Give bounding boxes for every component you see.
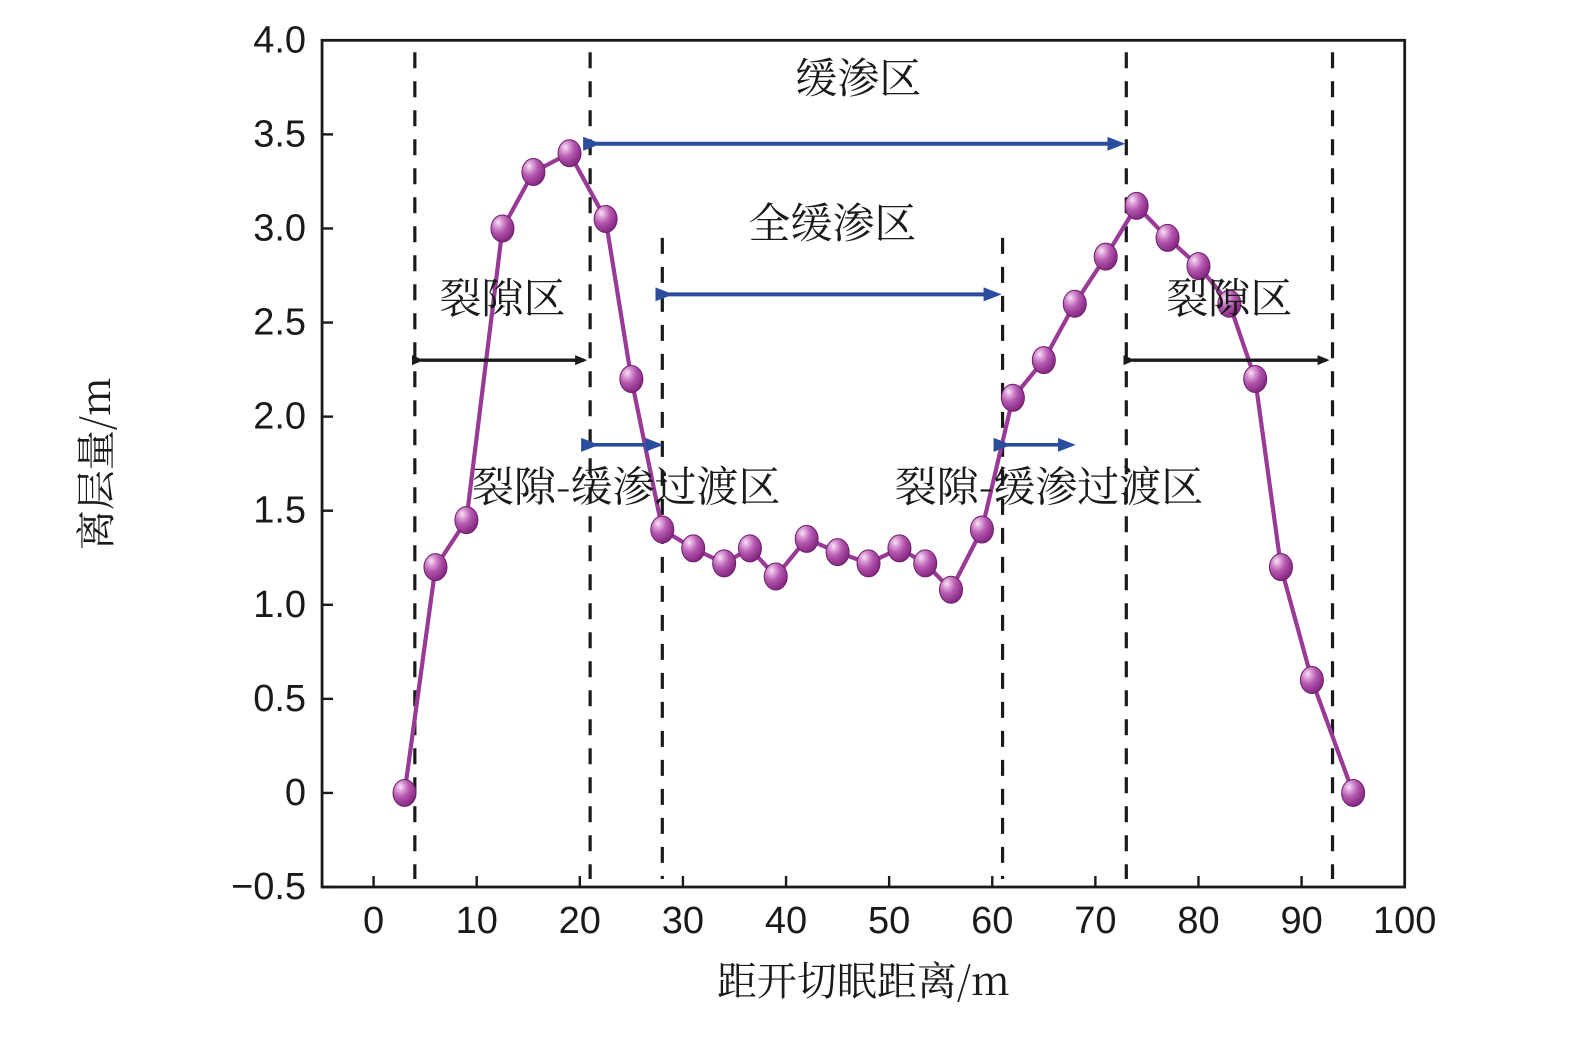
svg-text:3.0: 3.0 bbox=[253, 207, 306, 249]
svg-text:2.5: 2.5 bbox=[253, 302, 306, 344]
svg-text:70: 70 bbox=[1074, 900, 1116, 942]
svg-text:0: 0 bbox=[285, 772, 306, 814]
svg-text:4.0: 4.0 bbox=[253, 19, 306, 61]
svg-text:1.0: 1.0 bbox=[253, 584, 306, 626]
svg-text:90: 90 bbox=[1280, 900, 1322, 942]
svg-text:裂隙区: 裂隙区 bbox=[439, 266, 565, 326]
svg-text:0: 0 bbox=[363, 900, 384, 942]
svg-text:3.5: 3.5 bbox=[253, 113, 306, 155]
svg-text:60: 60 bbox=[971, 900, 1013, 942]
svg-text:全缓渗区: 全缓渗区 bbox=[748, 191, 916, 251]
svg-text:裂隙-缓渗过渡区: 裂隙-缓渗过渡区 bbox=[895, 454, 1204, 514]
svg-text:20: 20 bbox=[559, 900, 601, 942]
svg-text:40: 40 bbox=[765, 900, 807, 942]
svg-text:1.5: 1.5 bbox=[253, 490, 306, 532]
svg-text:80: 80 bbox=[1177, 900, 1219, 942]
svg-text:100: 100 bbox=[1373, 900, 1436, 942]
svg-text:−0.5: −0.5 bbox=[231, 866, 306, 908]
svg-text:裂隙区: 裂隙区 bbox=[1166, 266, 1292, 326]
svg-text:离层量/m: 离层量/m bbox=[65, 377, 122, 550]
svg-text:0.5: 0.5 bbox=[253, 678, 306, 720]
svg-text:裂隙-缓渗过渡区: 裂隙-缓渗过渡区 bbox=[472, 454, 781, 514]
svg-text:距开切眠距离/m: 距开切眠距离/m bbox=[717, 950, 1010, 1007]
svg-text:缓渗区: 缓渗区 bbox=[795, 46, 921, 106]
svg-text:2.0: 2.0 bbox=[253, 396, 306, 438]
svg-text:50: 50 bbox=[868, 900, 910, 942]
svg-text:30: 30 bbox=[662, 900, 704, 942]
svg-text:10: 10 bbox=[456, 900, 498, 942]
